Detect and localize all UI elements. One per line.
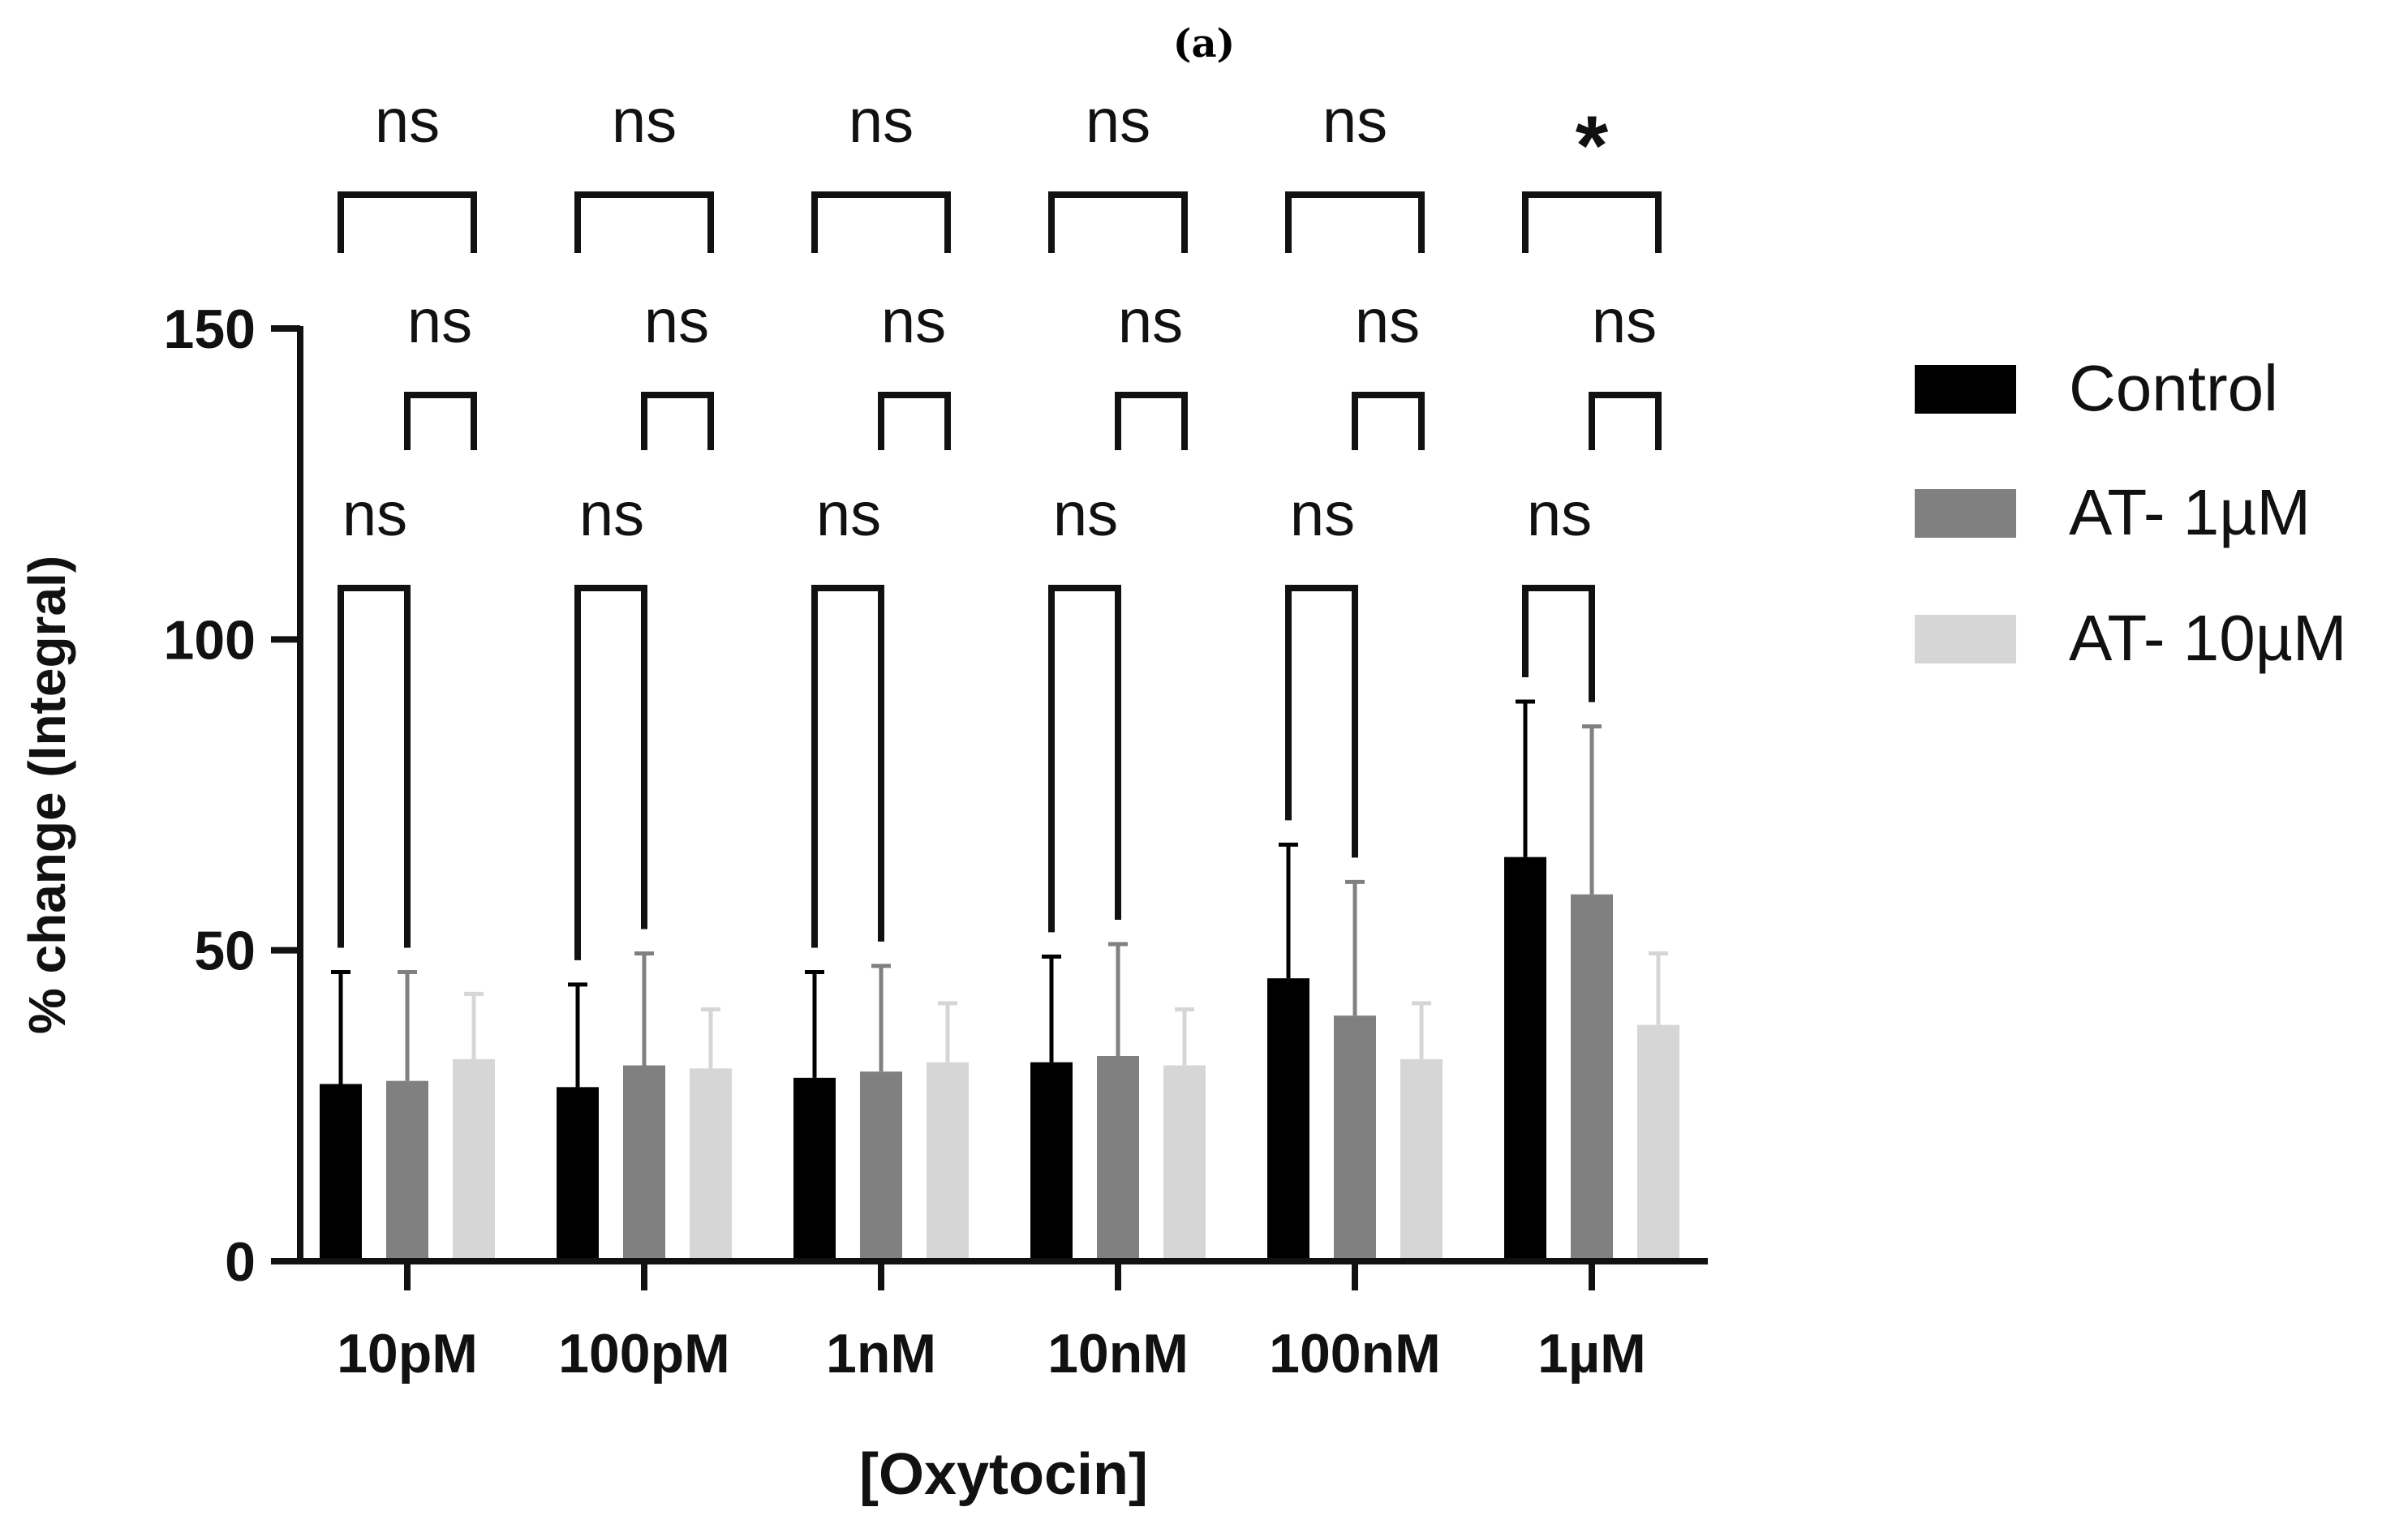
x-tick-label: 10nM bbox=[1047, 1323, 1189, 1385]
legend-swatch bbox=[1915, 489, 2016, 538]
bar bbox=[320, 1084, 362, 1261]
y-tick-label: 150 bbox=[164, 298, 256, 360]
significance-bracket bbox=[1589, 392, 1662, 450]
bar bbox=[1504, 857, 1546, 1261]
significance-label: ns bbox=[1086, 87, 1150, 156]
significance-label: ns bbox=[407, 287, 472, 356]
significance-bracket bbox=[574, 585, 647, 960]
x-tick-label: 1µM bbox=[1537, 1323, 1646, 1385]
significance-bracket bbox=[1522, 585, 1595, 702]
significance-bracket bbox=[338, 585, 411, 948]
x-tick-label: 100pM bbox=[558, 1323, 730, 1385]
significance-label: ns bbox=[1527, 480, 1592, 549]
x-tick-label: 10pM bbox=[337, 1323, 478, 1385]
bar bbox=[1097, 1056, 1139, 1261]
bar bbox=[1267, 978, 1309, 1261]
significance-label: ns bbox=[1592, 287, 1657, 356]
bar bbox=[1637, 1024, 1679, 1261]
significance-label: ns bbox=[816, 480, 881, 549]
significance-label: ns bbox=[849, 87, 914, 156]
legend-swatch bbox=[1915, 365, 2016, 414]
bar bbox=[793, 1077, 836, 1261]
bar bbox=[1334, 1015, 1376, 1261]
y-tick-label: 100 bbox=[164, 609, 256, 671]
significance-bracket bbox=[1352, 392, 1425, 450]
bar bbox=[927, 1062, 969, 1261]
significance-bracket bbox=[1048, 191, 1188, 253]
significance-bracket bbox=[338, 191, 477, 253]
y-axis-title: % change (Integral) bbox=[18, 556, 76, 1034]
bar bbox=[1163, 1065, 1206, 1261]
panel-label: (a) bbox=[1173, 21, 1236, 67]
significance-bracket bbox=[1115, 392, 1188, 450]
significance-label: ns bbox=[1290, 480, 1355, 549]
significance-label: ns bbox=[612, 87, 677, 156]
significance-bracket bbox=[641, 392, 714, 450]
bar bbox=[386, 1080, 428, 1261]
x-tick-label: 100nM bbox=[1269, 1323, 1441, 1385]
bar bbox=[453, 1058, 495, 1261]
y-tick-label: 0 bbox=[225, 1231, 256, 1293]
legend-label: Control bbox=[2069, 352, 2278, 424]
significance-bracket bbox=[811, 191, 951, 253]
significance-label: ns bbox=[881, 287, 946, 356]
significance-bracket bbox=[878, 392, 951, 450]
significance-label: ns bbox=[375, 87, 440, 156]
significance-label: ns bbox=[579, 480, 644, 549]
significance-bracket bbox=[1522, 191, 1662, 253]
significance-bracket bbox=[811, 585, 884, 948]
significance-label: ns bbox=[342, 480, 407, 549]
significance-label: ns bbox=[1322, 87, 1387, 156]
legend-label: AT- 10µM bbox=[2069, 602, 2346, 674]
significance-bracket bbox=[1285, 191, 1425, 253]
significance-label: ns bbox=[1118, 287, 1183, 356]
bar bbox=[1400, 1058, 1443, 1261]
bar bbox=[623, 1065, 665, 1261]
legend: Control AT- 1µM AT- 10µM bbox=[1915, 352, 2346, 674]
x-axis-title: [Oxytocin] bbox=[859, 1442, 1148, 1507]
significance-label: ns bbox=[644, 287, 709, 356]
bar bbox=[1030, 1062, 1073, 1261]
significance-label: ns bbox=[1053, 480, 1118, 549]
significance-label: ns bbox=[1355, 287, 1420, 356]
bar bbox=[1571, 894, 1613, 1261]
significance-bracket bbox=[1285, 585, 1358, 858]
x-tick-label: 1nM bbox=[826, 1323, 936, 1385]
bar bbox=[860, 1071, 902, 1261]
bar bbox=[557, 1087, 599, 1261]
legend-label: AT- 1µM bbox=[2069, 476, 2311, 548]
y-tick-label: 50 bbox=[194, 921, 256, 982]
significance-bracket bbox=[574, 191, 714, 253]
significance-bracket bbox=[404, 392, 477, 450]
plot-area: 0 50 100 150 10pM 100pM 1nM 10nM 100nM 1µM ns ns ns n… bbox=[164, 87, 1708, 1385]
significance-label: * bbox=[1576, 99, 1609, 193]
bar bbox=[690, 1068, 732, 1261]
legend-swatch bbox=[1915, 615, 2016, 663]
significance-bracket bbox=[1048, 585, 1121, 933]
